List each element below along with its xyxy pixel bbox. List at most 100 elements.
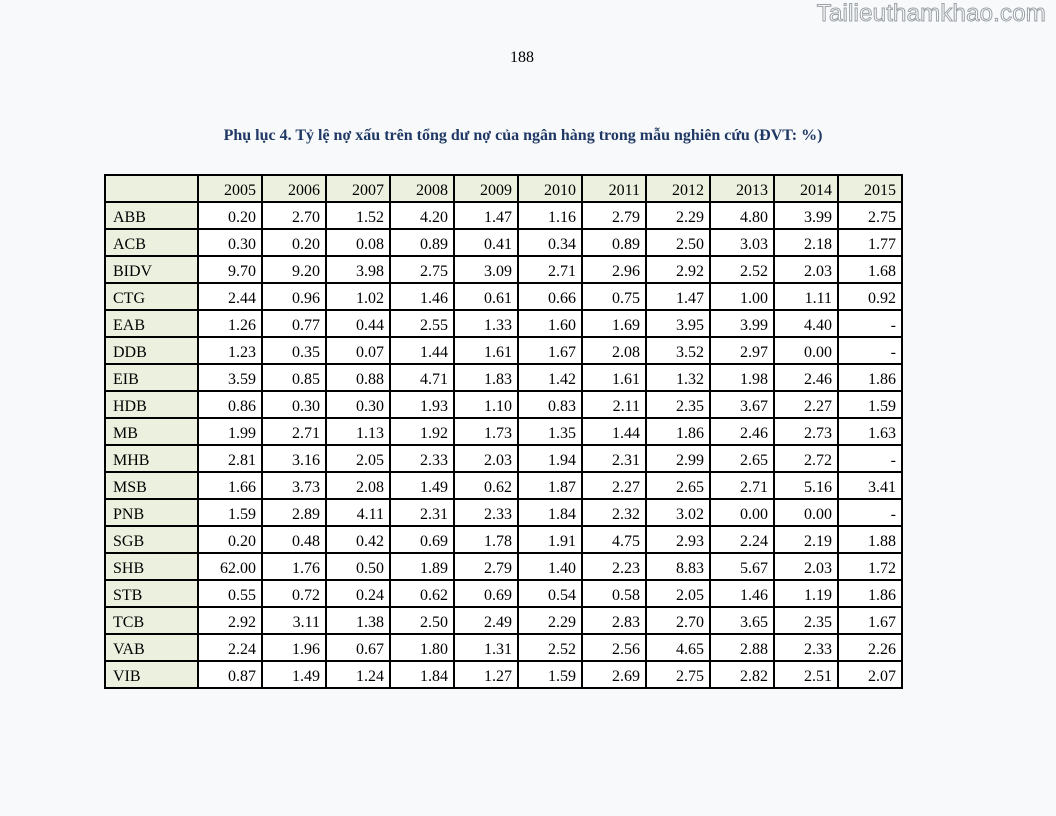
value-cell: 2.08	[325, 471, 391, 500]
table-row: MHB 2.81 3.16 2.05 2.33 2.03 1.94 2.31 2.99 2.65 2…	[104, 444, 903, 473]
value-cell: 2.96	[581, 255, 647, 284]
value-cell: 0.48	[261, 525, 327, 554]
value-cell: 2.79	[581, 201, 647, 230]
value-cell: 0.69	[389, 525, 455, 554]
value-cell: 0.54	[517, 579, 583, 608]
table-row: ABB 0.20 2.70 1.52 4.20 1.47 1.16 2.79 2.29 4.80 3…	[104, 201, 903, 230]
value-cell: 0.96	[261, 282, 327, 311]
value-cell: 2.46	[773, 363, 839, 392]
value-cell: 2.29	[517, 606, 583, 635]
year-header: 2007	[325, 174, 391, 203]
value-cell: 0.30	[261, 390, 327, 419]
value-cell: 1.00	[709, 282, 775, 311]
value-cell: 1.13	[325, 417, 391, 446]
value-cell: 1.27	[453, 660, 519, 689]
value-cell: 0.92	[837, 282, 903, 311]
value-cell: 1.94	[517, 444, 583, 473]
value-cell: 3.41	[837, 471, 903, 500]
value-cell: 2.50	[645, 228, 711, 257]
value-cell: 2.27	[581, 471, 647, 500]
value-cell: 5.67	[709, 552, 775, 581]
value-cell: 3.95	[645, 309, 711, 338]
value-cell: 2.24	[709, 525, 775, 554]
value-cell: 1.93	[389, 390, 455, 419]
year-header: 2005	[197, 174, 263, 203]
bank-name-cell: EIB	[104, 363, 199, 392]
value-cell: 0.00	[773, 498, 839, 527]
value-cell: 1.23	[197, 336, 263, 365]
value-cell: 1.61	[453, 336, 519, 365]
value-cell: 1.24	[325, 660, 391, 689]
header-row: 2005 2006 2007 2008 2009 2010 2011 2012 2013 2014…	[104, 174, 903, 203]
value-cell: 1.44	[389, 336, 455, 365]
value-cell: 4.71	[389, 363, 455, 392]
value-cell: 2.89	[261, 498, 327, 527]
value-cell: -	[837, 336, 903, 365]
table-row: VAB 2.24 1.96 0.67 1.80 1.31 2.52 2.56 4.65 2.88 2…	[104, 633, 903, 662]
value-cell: 0.30	[197, 228, 263, 257]
value-cell: 1.33	[453, 309, 519, 338]
value-cell: 1.67	[837, 606, 903, 635]
value-cell: 2.83	[581, 606, 647, 635]
table-row: PNB 1.59 2.89 4.11 2.31 2.33 1.84 2.32 3.02 0.00 0…	[104, 498, 903, 527]
page-number: 188	[510, 49, 534, 66]
value-cell: 3.11	[261, 606, 327, 635]
value-cell: 0.34	[517, 228, 583, 257]
value-cell: 2.92	[645, 255, 711, 284]
value-cell: 2.52	[709, 255, 775, 284]
value-cell: 1.52	[325, 201, 391, 230]
table-caption: Phụ lục 4. Tỷ lệ nợ xấu trên tổng dư nợ …	[223, 127, 823, 144]
corner-cell	[104, 174, 199, 203]
value-cell: 0.89	[389, 228, 455, 257]
value-cell: 1.99	[197, 417, 263, 446]
value-cell: 1.47	[453, 201, 519, 230]
value-cell: 2.33	[389, 444, 455, 473]
value-cell: 1.49	[261, 660, 327, 689]
table-row: BIDV 9.70 9.20 3.98 2.75 3.09 2.71 2.96 2.92 2.52…	[104, 255, 903, 284]
value-cell: 2.18	[773, 228, 839, 257]
value-cell: 2.52	[517, 633, 583, 662]
value-cell: 2.56	[581, 633, 647, 662]
value-cell: 4.80	[709, 201, 775, 230]
value-cell: 3.02	[645, 498, 711, 527]
value-cell: 1.87	[517, 471, 583, 500]
value-cell: 2.71	[517, 255, 583, 284]
value-cell: 2.75	[389, 255, 455, 284]
value-cell: -	[837, 444, 903, 473]
bank-name-cell: VAB	[104, 633, 199, 662]
value-cell: 0.77	[261, 309, 327, 338]
value-cell: 1.72	[837, 552, 903, 581]
value-cell: 1.86	[645, 417, 711, 446]
value-cell: 2.79	[453, 552, 519, 581]
value-cell: 2.51	[773, 660, 839, 689]
value-cell: 2.75	[645, 660, 711, 689]
value-cell: 0.62	[389, 579, 455, 608]
value-cell: 1.91	[517, 525, 583, 554]
value-cell: 2.23	[581, 552, 647, 581]
value-cell: 0.85	[261, 363, 327, 392]
value-cell: 3.98	[325, 255, 391, 284]
bank-name-cell: TCB	[104, 606, 199, 635]
value-cell: 1.98	[709, 363, 775, 392]
value-cell: 2.72	[773, 444, 839, 473]
year-header: 2014	[773, 174, 839, 203]
value-cell: 8.83	[645, 552, 711, 581]
table-body: ABB 0.20 2.70 1.52 4.20 1.47 1.16 2.79 2.29 4.80 3…	[104, 201, 903, 689]
value-cell: 3.65	[709, 606, 775, 635]
value-cell: 2.35	[645, 390, 711, 419]
bank-name-cell: MSB	[104, 471, 199, 500]
value-cell: 0.83	[517, 390, 583, 419]
value-cell: 1.49	[389, 471, 455, 500]
table-row: STB 0.55 0.72 0.24 0.62 0.69 0.54 0.58 2.05 1.46 1…	[104, 579, 903, 608]
value-cell: 2.19	[773, 525, 839, 554]
value-cell: 2.31	[389, 498, 455, 527]
value-cell: 0.20	[197, 201, 263, 230]
value-cell: 3.73	[261, 471, 327, 500]
bank-name-cell: EAB	[104, 309, 199, 338]
value-cell: 3.09	[453, 255, 519, 284]
value-cell: 1.78	[453, 525, 519, 554]
value-cell: 0.44	[325, 309, 391, 338]
value-cell: 2.11	[581, 390, 647, 419]
value-cell: 9.20	[261, 255, 327, 284]
value-cell: 2.71	[709, 471, 775, 500]
